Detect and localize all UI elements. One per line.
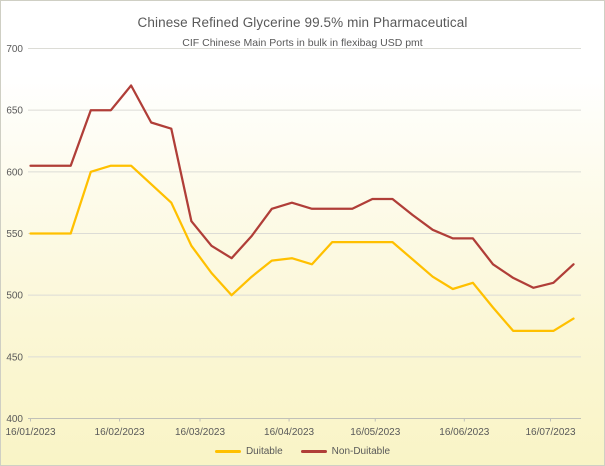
y-axis-label-450: 450 bbox=[6, 352, 23, 363]
legend: Duitable Non-Duitable bbox=[1, 446, 604, 457]
series-line-non-duitable bbox=[29, 84, 575, 289]
y-axis-label-550: 550 bbox=[6, 229, 23, 240]
legend-swatch-non-duitable bbox=[300, 450, 327, 453]
x-axis-label-5: 16/06/2023 bbox=[439, 427, 489, 438]
y-axis-label-400: 400 bbox=[6, 414, 23, 425]
y-axis-label-650: 650 bbox=[6, 106, 23, 117]
legend-item-duitable: Duitable bbox=[214, 446, 283, 457]
chart-title: Chinese Refined Glycerine 99.5% min Phar… bbox=[137, 15, 468, 30]
x-axis-label-1: 16/02/2023 bbox=[95, 427, 145, 438]
x-axis-label-3: 16/04/2023 bbox=[264, 427, 314, 438]
legend-item-non-duitable: Non-Duitable bbox=[300, 446, 391, 457]
series-line-duitable bbox=[29, 164, 575, 333]
legend-label: Duitable bbox=[245, 446, 283, 457]
y-axis-label-600: 600 bbox=[6, 167, 23, 178]
x-axis-label-6: 16/07/2023 bbox=[525, 427, 575, 438]
x-axis-label-2: 16/03/2023 bbox=[175, 427, 225, 438]
y-axis-label-500: 500 bbox=[6, 291, 23, 302]
legend-label: Non-Duitable bbox=[331, 446, 391, 457]
legend-swatch-duitable bbox=[214, 450, 241, 453]
x-axis-label-4: 16/05/2023 bbox=[350, 427, 400, 438]
x-axis-label-0: 16/01/2023 bbox=[5, 427, 55, 438]
chart-subtitle: CIF Chinese Main Ports in bulk in flexib… bbox=[182, 37, 423, 49]
y-axis-label-700: 700 bbox=[6, 44, 23, 55]
